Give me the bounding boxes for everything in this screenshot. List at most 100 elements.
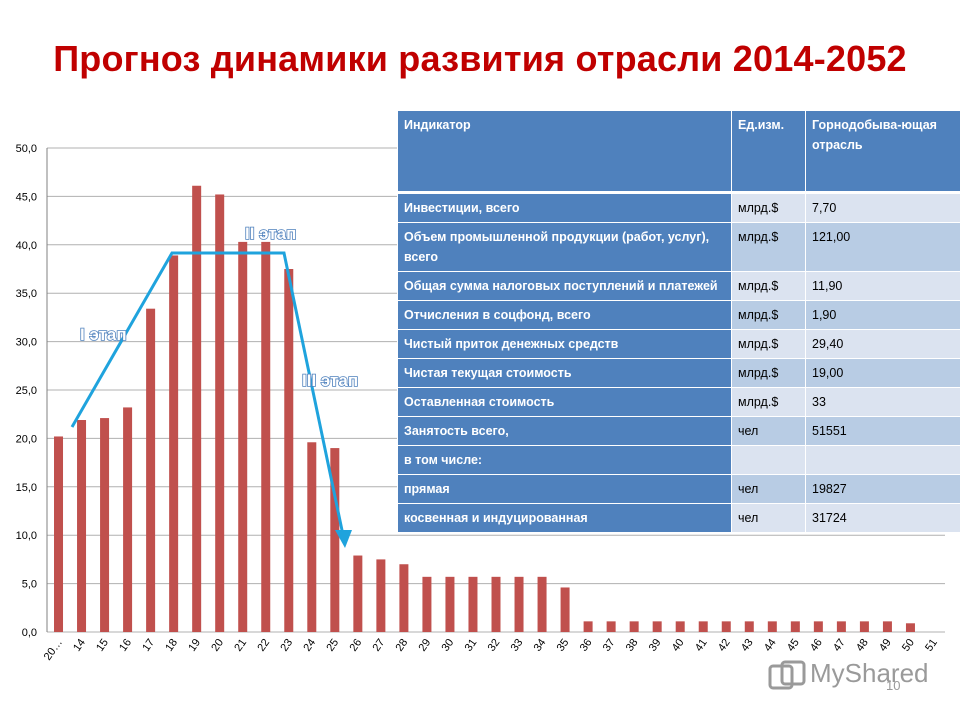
bar [330,448,340,632]
x-tick-label: 21 [232,637,249,654]
x-tick-label: 23 [278,637,295,654]
y-tick-label: 10,0 [16,530,37,542]
unit-cell: млрд.$ [731,387,806,417]
indicator-cell: Чистый приток денежных средств [397,329,732,359]
bar [560,587,570,632]
watermark-text: MyShared [810,658,929,688]
table-row: прямая чел 19827 [397,474,960,504]
bar [468,576,478,632]
x-tick-label: 44 [762,637,779,654]
x-tick-label: 30 [440,637,457,654]
header-industry: Горнодобыва-ющая отрасль [805,110,960,194]
x-tick-label: 46 [808,637,825,654]
y-tick-label: 40,0 [16,240,37,252]
indicator-cell: Чистая текущая стоимость [397,358,732,388]
x-tick-label: 18 [163,637,180,654]
bar [767,621,777,632]
bar [238,241,248,632]
x-tick-label: 39 [647,637,664,654]
x-tick-label: 34 [532,637,549,654]
indicator-cell: косвенная и индуцированная [397,503,732,533]
value-cell: 7,70 [805,192,960,223]
header-unit: Ед.изм. [731,110,806,194]
watermark-logo-icon [768,660,806,690]
bar [491,576,501,632]
value-cell [805,445,960,475]
x-tick-label: 31 [463,637,480,654]
table-row: косвенная и индуцированная чел 31724 [397,503,960,533]
indicator-cell: Занятость всего, [397,416,732,446]
table-row: Оставленная стоимость млрд.$ 33 [397,387,960,417]
x-tick-label: 16 [117,637,134,654]
unit-cell: млрд.$ [731,329,806,359]
indicator-cell: Инвестиции, всего [397,192,732,223]
x-tick-label: 27 [370,637,387,654]
stage-arrow-head [335,530,352,548]
value-cell: 29,40 [805,329,960,359]
y-tick-label: 50,0 [16,143,37,155]
x-tick-label: 35 [555,637,572,654]
table-row: Чистая текущая стоимость млрд.$ 19,00 [397,358,960,388]
unit-cell: млрд.$ [731,271,806,301]
table-row: Чистый приток денежных средств млрд.$ 29,4… [397,329,960,359]
x-tick-label: 33 [509,637,526,654]
header-indicator: Индикатор [397,110,732,194]
stage-arrow-line [70,251,345,536]
value-cell: 19827 [805,474,960,504]
value-cell: 1,90 [805,300,960,330]
stage-label: I этап [80,325,127,344]
x-tick-label: 36 [578,637,595,654]
unit-cell: млрд.$ [731,358,806,388]
bar [54,436,64,632]
x-tick-label: 32 [486,637,503,654]
value-cell: 121,00 [805,222,960,272]
table-row: Отчисления в соцфонд, всего млрд.$ 1,90 [397,300,960,330]
bar [721,621,731,632]
value-cell: 11,90 [805,271,960,301]
table-row: в том числе: [397,445,960,475]
x-tick-label: 37 [601,637,618,654]
indicator-cell: Оставленная стоимость [397,387,732,417]
y-tick-label: 20,0 [16,433,37,445]
x-tick-label: 38 [624,637,641,654]
indicator-cell: Отчисления в соцфонд, всего [397,300,732,330]
x-tick-label: 28 [393,637,410,654]
bar [192,185,202,632]
bar [123,407,133,632]
table-row: Занятость всего, чел 51551 [397,416,960,446]
x-tick-label: 19 [186,637,203,654]
stage-label: II этап [245,224,296,243]
x-tick-label: 42 [716,637,733,654]
y-tick-label: 15,0 [16,482,37,494]
bar [307,442,317,632]
unit-cell: чел [731,503,806,533]
unit-cell [731,445,806,475]
bar [905,623,915,632]
x-tick-label: 25 [324,637,341,654]
bar [744,621,754,632]
bar [790,621,800,632]
bar [399,564,409,632]
bar [514,576,524,632]
x-tick-label: 48 [854,637,871,654]
table-row: Общая сумма налоговых поступлений и плат… [397,271,960,301]
slide-title: Прогноз динамики развития отрасли 2014-2… [53,38,907,79]
x-tick-label: 22 [255,637,272,654]
bar [675,621,685,632]
table-row: Объем промышленной продукции (работ, усл… [397,222,960,272]
x-tick-label: 26 [347,637,364,654]
x-tick-label: 50 [900,637,917,654]
x-tick-label: 41 [693,637,710,654]
page-number: 10 [886,678,901,693]
bar [583,621,593,632]
bar [261,241,271,632]
y-tick-label: 5,0 [22,579,37,591]
bar [882,621,892,632]
bar [537,576,547,632]
unit-cell: чел [731,474,806,504]
bar [652,621,662,632]
unit-cell: млрд.$ [731,222,806,272]
unit-cell: чел [731,416,806,446]
bar [606,621,616,632]
bar [284,269,294,632]
